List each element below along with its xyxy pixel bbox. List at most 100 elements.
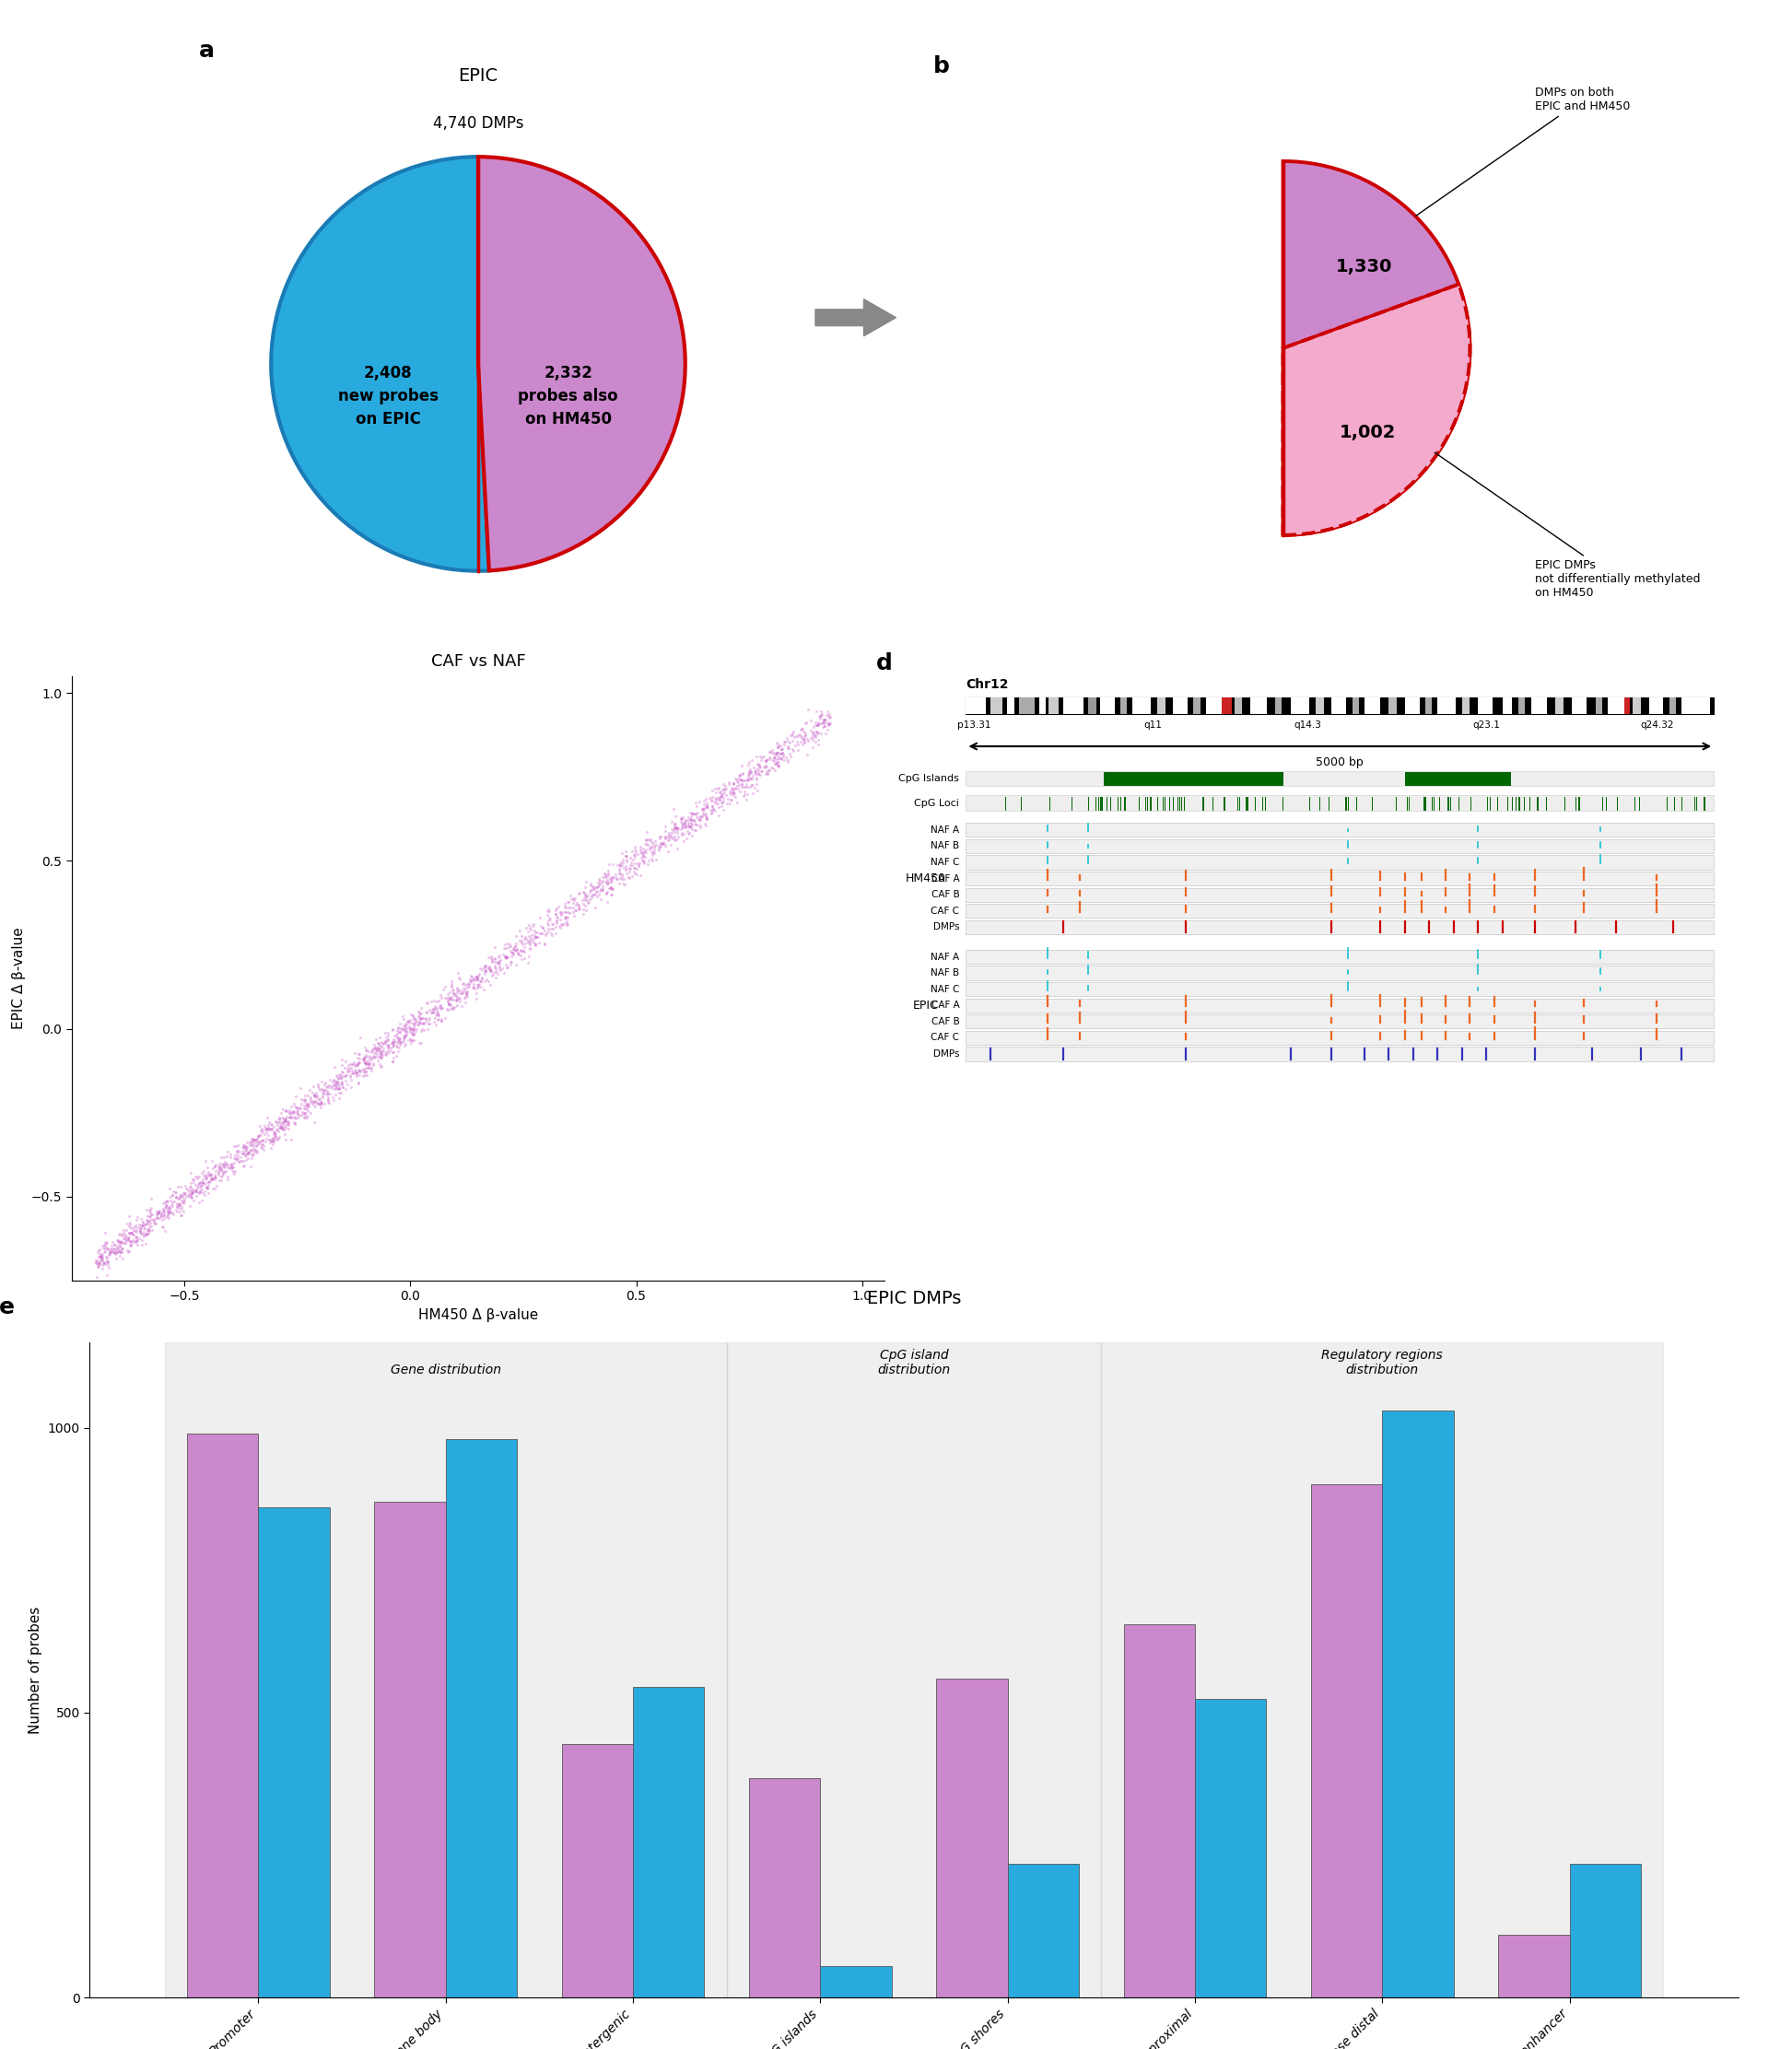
Point <box>237 1141 265 1174</box>
Point <box>122 1223 151 1256</box>
Point <box>147 1199 176 1231</box>
Point <box>204 1154 233 1186</box>
Point <box>272 1109 301 1141</box>
Point <box>310 1076 339 1109</box>
Point <box>220 1129 249 1162</box>
Point <box>412 986 441 1018</box>
Point <box>292 1088 321 1121</box>
Point <box>455 963 484 996</box>
Point <box>629 846 658 879</box>
Point <box>763 742 792 775</box>
Point <box>306 1086 335 1119</box>
Point <box>658 805 686 838</box>
Point <box>229 1145 258 1178</box>
Point <box>805 709 833 742</box>
Point <box>271 1109 299 1141</box>
Point <box>364 1041 392 1074</box>
Point <box>452 969 480 1002</box>
Point <box>423 1004 452 1037</box>
Point <box>588 861 616 893</box>
Point <box>783 734 812 766</box>
Point <box>410 1006 439 1039</box>
Point <box>803 723 831 756</box>
Bar <box>1124 1625 1195 1998</box>
Point <box>785 717 814 750</box>
Point <box>292 1100 321 1133</box>
Point <box>704 781 733 813</box>
Point <box>108 1236 136 1268</box>
Point <box>314 1086 342 1119</box>
Point <box>557 883 586 916</box>
Point <box>803 707 831 740</box>
Point <box>457 959 486 992</box>
Point <box>661 824 690 856</box>
Point <box>443 979 471 1012</box>
Point <box>129 1207 158 1240</box>
Point <box>477 940 505 973</box>
Point <box>88 1240 116 1272</box>
Point <box>645 834 674 867</box>
Point <box>199 1162 228 1195</box>
Point <box>104 1233 133 1266</box>
Point <box>575 875 604 908</box>
Point <box>584 869 613 902</box>
Point <box>106 1217 134 1250</box>
Point <box>520 908 548 940</box>
Point <box>747 754 776 787</box>
Bar <box>1681 699 1710 713</box>
Point <box>301 1084 330 1117</box>
Point <box>615 861 643 893</box>
Point <box>391 1029 419 1061</box>
Point <box>283 1098 312 1131</box>
Point <box>102 1236 131 1268</box>
Point <box>477 940 505 973</box>
Point <box>486 943 514 975</box>
Point <box>186 1184 215 1217</box>
Point <box>446 977 475 1010</box>
Point <box>183 1172 211 1205</box>
Point <box>389 1000 418 1033</box>
Point <box>375 1029 403 1061</box>
Point <box>767 744 796 777</box>
Point <box>276 1096 305 1129</box>
Point <box>371 1035 400 1068</box>
Point <box>186 1168 215 1201</box>
Point <box>443 984 471 1016</box>
Point <box>333 1053 362 1086</box>
Point <box>677 797 706 830</box>
Point <box>607 859 636 891</box>
Point <box>321 1068 349 1100</box>
Point <box>111 1223 140 1256</box>
Point <box>254 1123 283 1156</box>
Point <box>607 844 636 877</box>
Point <box>260 1123 289 1156</box>
Point <box>462 963 491 996</box>
Point <box>649 826 677 859</box>
Point <box>340 1049 369 1082</box>
Y-axis label: EPIC Δ β-value: EPIC Δ β-value <box>13 928 27 1029</box>
Point <box>394 1024 423 1057</box>
Point <box>194 1168 222 1201</box>
Point <box>124 1211 152 1244</box>
Point <box>375 1031 403 1063</box>
Point <box>419 996 448 1029</box>
Point <box>650 830 679 863</box>
Point <box>301 1104 330 1137</box>
Point <box>692 797 720 830</box>
Point <box>115 1209 143 1242</box>
Point <box>326 1061 355 1094</box>
Point <box>613 852 642 885</box>
Point <box>249 1119 278 1152</box>
Point <box>437 979 466 1012</box>
Point <box>240 1125 269 1158</box>
Point <box>319 1068 348 1100</box>
Point <box>418 996 446 1029</box>
Point <box>570 883 599 916</box>
Point <box>199 1172 228 1205</box>
Point <box>622 836 650 869</box>
Point <box>426 992 455 1024</box>
Point <box>586 873 615 906</box>
Point <box>278 1123 306 1156</box>
Point <box>681 787 710 820</box>
Point <box>380 1041 409 1074</box>
